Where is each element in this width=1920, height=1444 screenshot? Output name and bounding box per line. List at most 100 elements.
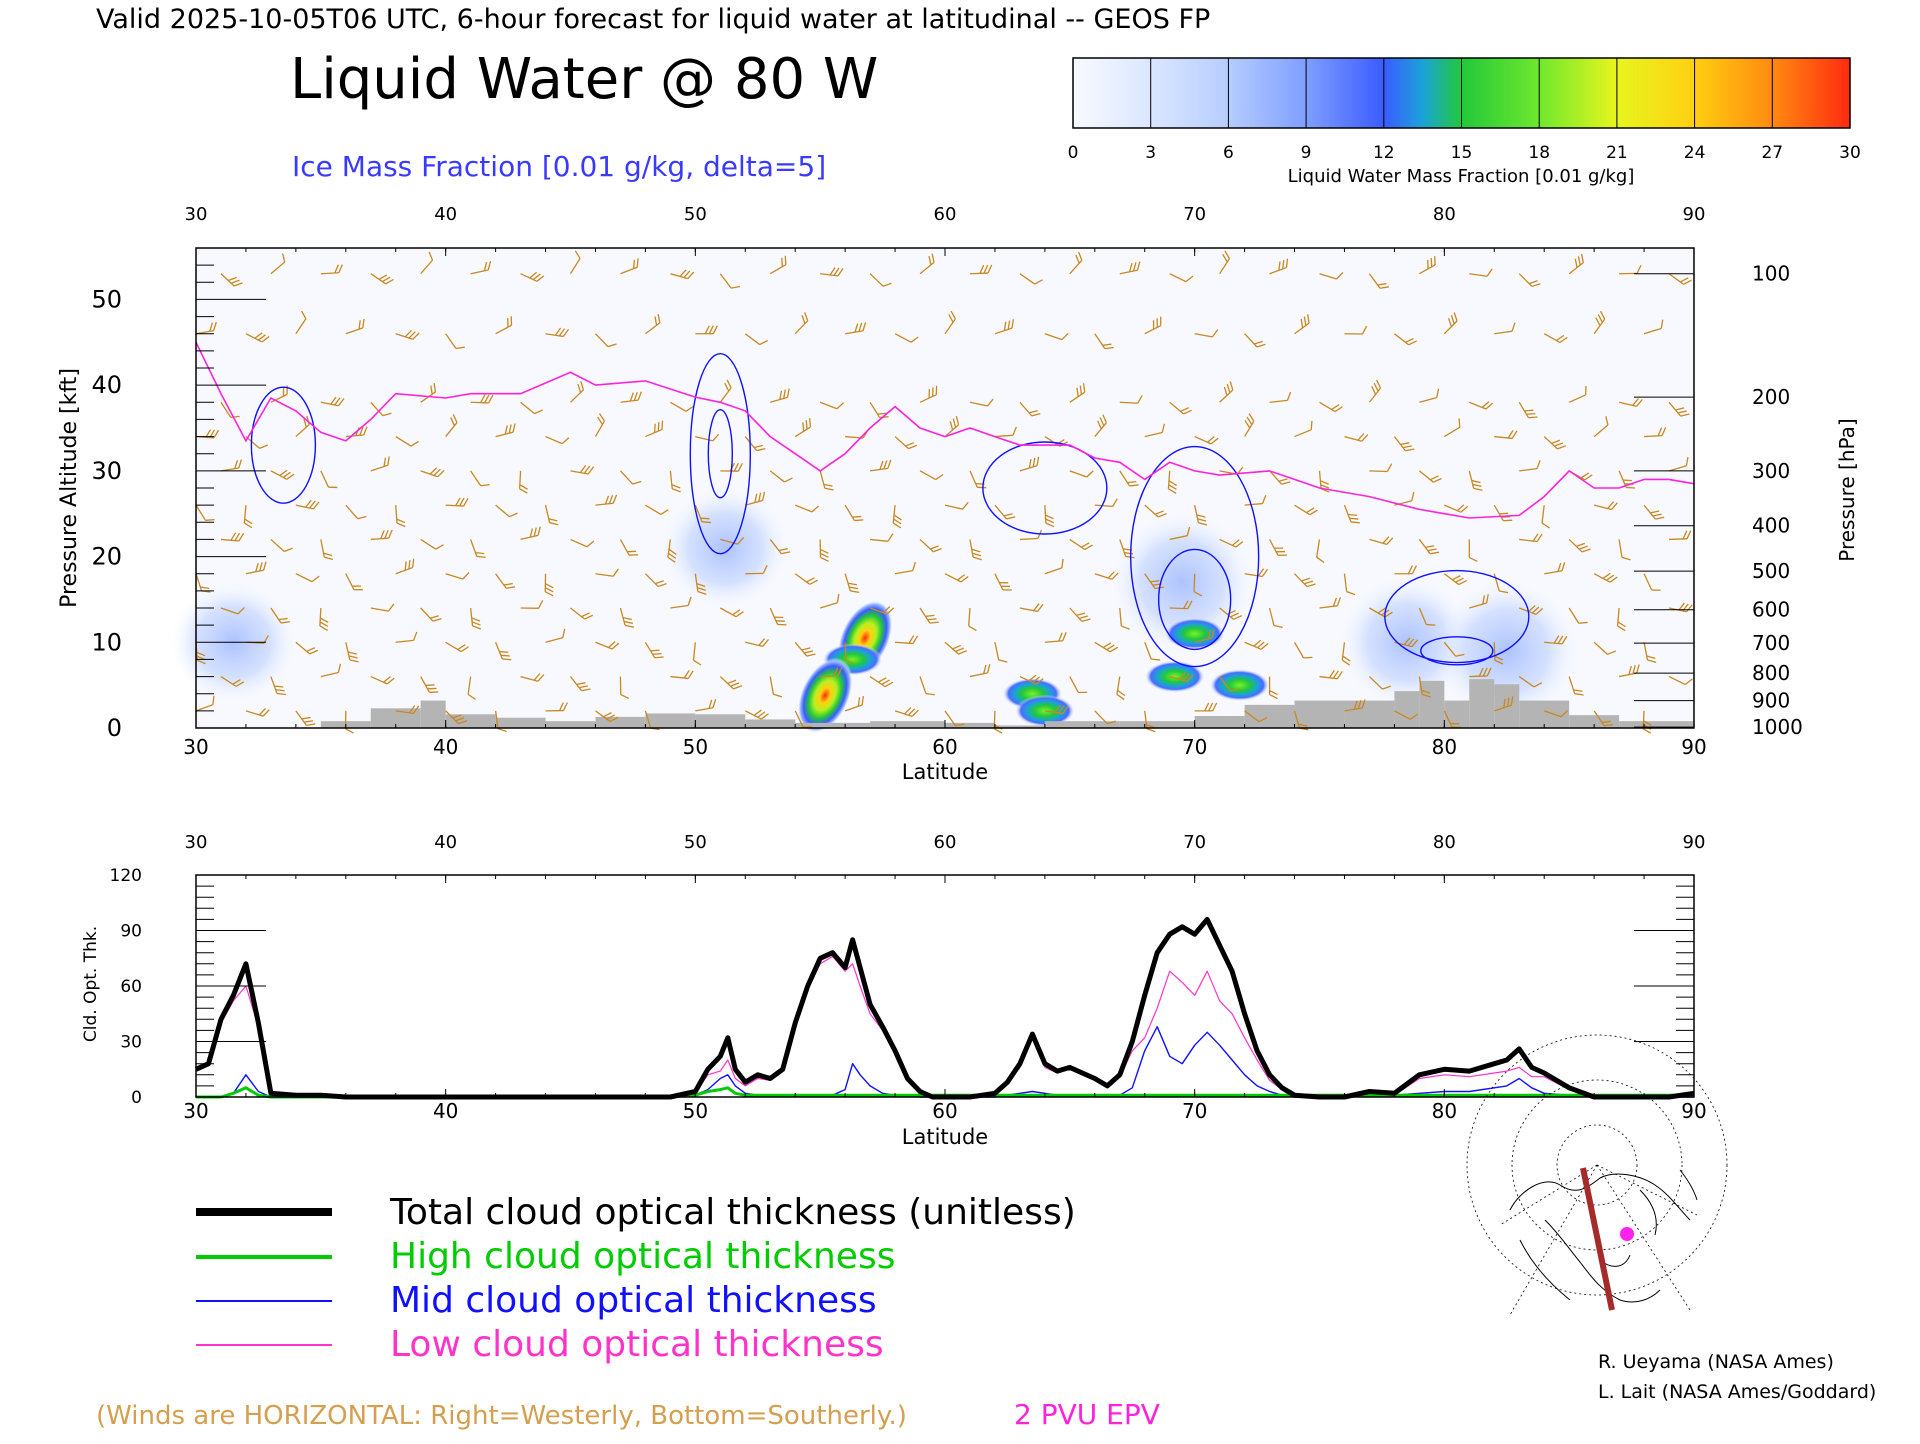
series-line xyxy=(196,956,1694,1097)
bottom-y-tick-label: 120 xyxy=(110,866,142,886)
pressure-tick-label: 900 xyxy=(1752,689,1790,713)
surface-block xyxy=(1120,721,1195,728)
y-tick-label: 10 xyxy=(91,628,122,656)
bottom-x-tick-label-top: 60 xyxy=(934,832,957,853)
surface-block xyxy=(870,721,945,728)
surface-block xyxy=(695,714,745,728)
bottom-x-tick-label: 30 xyxy=(183,1099,208,1123)
surface-block xyxy=(446,714,496,728)
bottom-x-tick-label-top: 40 xyxy=(434,832,457,853)
x-tick-label: 60 xyxy=(932,735,957,759)
optical-thickness-frame xyxy=(196,875,1694,1097)
x-tick-label: 80 xyxy=(1432,735,1457,759)
y2-axis-label: Pressure [hPa] xyxy=(1835,418,1859,561)
wind-barb-staff xyxy=(1494,642,1495,660)
pressure-tick-label: 800 xyxy=(1752,661,1790,685)
x-tick-label: 30 xyxy=(183,735,208,759)
surface-block xyxy=(1469,679,1494,728)
liquid-water-cross-section: 3030404050506060707080809090010203040501… xyxy=(57,204,1859,784)
x-tick-label-top: 80 xyxy=(1433,204,1456,225)
bottom-x-tick-label: 60 xyxy=(932,1099,957,1123)
colorbar-label: Liquid Water Mass Fraction [0.01 g/kg] xyxy=(1288,166,1635,187)
y-tick-label: 0 xyxy=(107,714,122,742)
surface-block xyxy=(945,723,995,728)
wind-barb-staff xyxy=(1194,574,1195,592)
bottom-x-tick-label: 70 xyxy=(1182,1099,1207,1123)
colorbar-tick-label: 6 xyxy=(1223,143,1234,163)
surface-block xyxy=(1295,701,1345,728)
ice-fraction-caption: Ice Mass Fraction [0.01 g/kg, delta=5] xyxy=(292,150,826,183)
y-axis-label: Pressure Altitude [kft] xyxy=(57,368,82,608)
pressure-tick-label: 600 xyxy=(1752,598,1790,622)
legend-label-low: Low cloud optical thickness xyxy=(390,1324,884,1365)
colorbar-tick-label: 12 xyxy=(1373,143,1395,163)
optical-thickness-series xyxy=(196,919,1694,1097)
wind-barb-feather xyxy=(345,729,353,733)
bottom-x-tick-label: 80 xyxy=(1432,1099,1457,1123)
x-axis-label: Latitude xyxy=(902,760,988,784)
wind-barb-staff xyxy=(970,273,988,274)
bottom-x-tick-label: 90 xyxy=(1681,1099,1706,1123)
surface-block xyxy=(1519,701,1569,728)
ice-fraction-blob xyxy=(663,489,787,607)
bottom-y-tick-label: 90 xyxy=(120,922,142,942)
surface-block xyxy=(595,717,645,728)
bottom-x-tick-label-top: 30 xyxy=(185,832,208,853)
colorbar-tick-label: 30 xyxy=(1839,143,1861,163)
liquid-water-blob xyxy=(1145,661,1205,693)
x-tick-label-top: 90 xyxy=(1683,204,1706,225)
colorbar-tick-label: 24 xyxy=(1684,143,1706,163)
credit-ueyama: R. Ueyama (NASA Ames) xyxy=(1598,1351,1834,1373)
y-tick-label: 20 xyxy=(91,543,122,571)
locator-map xyxy=(1467,1035,1727,1315)
bottom-x-tick-label: 40 xyxy=(433,1099,458,1123)
x-tick-label: 50 xyxy=(683,735,708,759)
x-tick-label-top: 60 xyxy=(934,204,957,225)
x-tick-label: 90 xyxy=(1681,735,1706,759)
pressure-tick-label: 700 xyxy=(1752,631,1790,655)
x-tick-label-top: 70 xyxy=(1183,204,1206,225)
bottom-x-tick-label-top: 70 xyxy=(1183,832,1206,853)
liquid-water-blob xyxy=(1210,669,1270,701)
wind-barb-staff xyxy=(1669,539,1687,540)
liquid-water-blob xyxy=(1165,618,1225,650)
wind-barb-feather xyxy=(994,729,1002,733)
legend-label-high: High cloud optical thickness xyxy=(390,1236,895,1277)
bottom-x-axis-label: Latitude xyxy=(902,1125,988,1149)
legend: Total cloud optical thickness (unitless)… xyxy=(196,1192,1076,1365)
colorbar-tick-label: 21 xyxy=(1606,143,1628,163)
colorbar-tick-label: 9 xyxy=(1301,143,1312,163)
surface-block xyxy=(1344,701,1394,728)
surface-block xyxy=(1195,716,1245,728)
colorbar-tick-label: 18 xyxy=(1528,143,1550,163)
main-title: Liquid Water @ 80 W xyxy=(290,47,878,112)
bottom-x-tick-label-top: 80 xyxy=(1433,832,1456,853)
valid-time-line: Valid 2025-10-05T06 UTC, 6-hour forecast… xyxy=(96,4,1210,35)
series-line xyxy=(196,1027,1694,1097)
wind-barb-staff xyxy=(471,402,489,403)
y-tick-label: 30 xyxy=(91,457,122,485)
surface-block xyxy=(745,719,795,728)
colorbar-tick-label: 0 xyxy=(1068,143,1079,163)
winds-note: (Winds are HORIZONTAL: Right=Westerly, B… xyxy=(96,1401,907,1431)
series-line xyxy=(196,919,1694,1097)
pressure-tick-label: 1000 xyxy=(1752,715,1803,739)
colorbar-tick-label: 15 xyxy=(1451,143,1473,163)
x-tick-label: 70 xyxy=(1182,735,1207,759)
pressure-tick-label: 200 xyxy=(1752,385,1790,409)
wind-barb-staff xyxy=(1369,471,1387,472)
surface-block xyxy=(546,721,596,728)
legend-label-total: Total cloud optical thickness (unitless) xyxy=(389,1192,1076,1233)
bottom-x-tick-label-top: 90 xyxy=(1683,832,1706,853)
bottom-x-tick-label-top: 50 xyxy=(684,832,707,853)
colorbar-tick-label: 27 xyxy=(1761,143,1783,163)
bottom-x-tick-label: 50 xyxy=(683,1099,708,1123)
x-tick-label-top: 50 xyxy=(684,204,707,225)
surface-block xyxy=(1045,721,1120,728)
bottom-y-tick-label: 60 xyxy=(120,977,142,997)
surface-block xyxy=(496,718,546,728)
